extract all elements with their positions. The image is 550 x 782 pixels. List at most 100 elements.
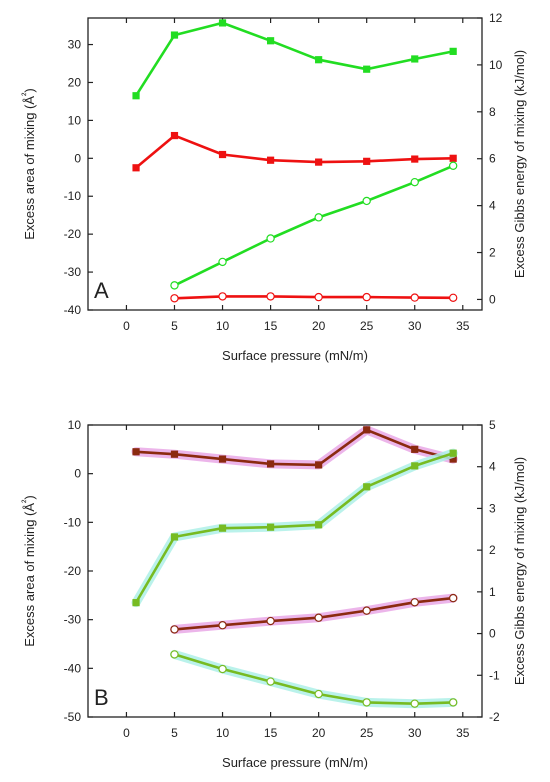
y-right-tick-label: 12 xyxy=(489,11,503,25)
data-point xyxy=(315,56,323,64)
data-point xyxy=(411,155,419,163)
y-left-tick-label: -30 xyxy=(64,613,82,627)
y-right-tick-label: 8 xyxy=(489,105,496,119)
data-point xyxy=(218,292,227,301)
y-right-tick-label: 10 xyxy=(489,58,503,72)
data-point xyxy=(362,606,371,615)
data-point xyxy=(315,521,323,529)
panel-label: B xyxy=(94,685,109,710)
y-right-tick-label: 4 xyxy=(489,460,496,474)
y-left-tick-label: -40 xyxy=(64,661,82,675)
y-left-tick-label: -20 xyxy=(64,227,82,241)
series-2 xyxy=(131,448,458,608)
data-point xyxy=(363,483,371,491)
x-tick-label: 30 xyxy=(408,319,422,333)
data-point xyxy=(170,131,179,140)
x-tick-label: 30 xyxy=(408,726,422,740)
y-right-tick-label: 6 xyxy=(489,152,496,166)
data-point xyxy=(218,524,227,532)
x-tick-label: 15 xyxy=(264,726,278,740)
data-point xyxy=(449,47,457,55)
data-point xyxy=(448,593,458,603)
data-point xyxy=(218,150,227,159)
x-tick-label: 5 xyxy=(171,726,178,740)
series-line-glow xyxy=(170,649,458,709)
y-right-tick-label: 1 xyxy=(489,585,496,599)
x-tick-label: 25 xyxy=(360,319,374,333)
y-right-axis-title: Excess Gibbs energy of mixing (kJ/mol) xyxy=(512,50,527,278)
x-tick-label: 5 xyxy=(171,319,178,333)
data-point xyxy=(266,460,275,468)
data-point xyxy=(266,677,275,686)
data-point xyxy=(314,292,323,302)
y-left-tick-label: 30 xyxy=(68,38,82,52)
data-point xyxy=(449,455,457,463)
series-line xyxy=(134,451,454,604)
data-point xyxy=(449,154,457,162)
panel-label: A xyxy=(94,278,109,303)
series-1 xyxy=(132,19,457,100)
y-left-tick-label: 20 xyxy=(68,75,82,89)
data-point xyxy=(362,698,371,707)
y-left-tick-label: 10 xyxy=(68,418,82,432)
x-tick-label: 20 xyxy=(312,726,326,740)
data-point xyxy=(363,426,371,434)
x-tick-label: 0 xyxy=(123,319,130,333)
series-line xyxy=(135,134,454,169)
data-point xyxy=(266,523,275,531)
data-point xyxy=(218,19,227,27)
plot-frame xyxy=(87,424,483,718)
data-point xyxy=(448,698,458,707)
data-point xyxy=(314,213,323,222)
data-point xyxy=(170,650,179,659)
x-tick-label: 35 xyxy=(456,726,470,740)
y-right-tick-label: 0 xyxy=(489,627,496,641)
data-point xyxy=(410,699,419,708)
series-line xyxy=(135,428,454,467)
data-point xyxy=(266,37,275,45)
data-point xyxy=(170,31,179,39)
chart-panel-a: 0 5 10 15 20 25 30 35 -40 -30 -20 -10 0 10 20 30 0 2 4 6 8 10… xyxy=(21,11,528,363)
y-right-tick-label: 2 xyxy=(489,543,496,557)
series-1 xyxy=(131,425,458,470)
data-point xyxy=(218,621,227,630)
data-point xyxy=(266,156,275,164)
data-point xyxy=(266,616,275,626)
data-point xyxy=(170,281,179,290)
series-4 xyxy=(170,292,458,303)
data-point xyxy=(411,55,419,63)
series-2 xyxy=(132,131,457,172)
y-right-axis-title: Excess Gibbs energy of mixing (kJ/mol) xyxy=(512,457,527,685)
y-left-axis-title: Excess area of mixing (Å²) xyxy=(21,88,38,239)
data-point xyxy=(315,158,323,166)
data-point xyxy=(448,161,458,170)
x-axis-title: Surface pressure (mN/m) xyxy=(222,755,368,770)
y-right-tick-label: 2 xyxy=(489,246,496,260)
data-point xyxy=(410,177,419,187)
data-point xyxy=(314,613,323,622)
x-tick-label: 10 xyxy=(216,319,230,333)
data-point xyxy=(362,196,371,206)
data-point xyxy=(362,292,371,302)
data-point xyxy=(315,461,323,469)
data-point xyxy=(411,445,419,453)
data-point xyxy=(314,689,323,699)
data-point xyxy=(410,293,419,302)
y-right-tick-label: 0 xyxy=(489,292,496,306)
data-point xyxy=(132,92,140,100)
data-point xyxy=(266,292,275,301)
y-right-tick-label: 3 xyxy=(489,501,496,515)
series-3 xyxy=(170,593,458,634)
y-left-tick-label: 0 xyxy=(74,151,81,165)
series-4 xyxy=(170,649,458,709)
data-point xyxy=(218,455,227,463)
series-line xyxy=(134,21,454,97)
y-right-tick-label: -2 xyxy=(489,710,500,724)
y-left-tick-label: -30 xyxy=(64,265,82,279)
y-left-tick-label: -10 xyxy=(64,189,82,203)
data-point xyxy=(218,257,227,267)
data-point xyxy=(363,157,371,165)
x-tick-label: 25 xyxy=(360,726,374,740)
data-point xyxy=(170,625,179,634)
